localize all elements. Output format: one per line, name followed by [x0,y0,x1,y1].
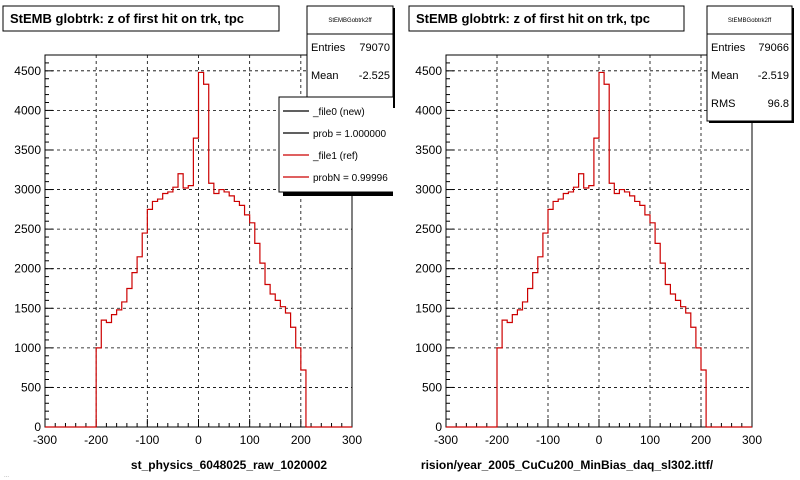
stats-value: 96.8 [768,98,789,110]
x-tick-label: 300 [742,433,762,447]
x-tick-label: 0 [596,433,603,447]
y-tick-label: 1000 [415,341,442,355]
x-tick-label: 200 [291,433,311,447]
legend-label: prob = 1.000000 [313,129,387,140]
y-tick-label: 500 [21,380,41,394]
chart-panel-1: -300 -200 -100 0 100 200 300050010001500200025… [2,5,395,472]
stats-name: StEMBGobtrk2ff [328,18,372,24]
histogram-ref-series [446,71,752,428]
y-tick-label: 2500 [415,222,442,236]
y-tick-label: 2000 [14,262,41,276]
x-tick-label: -300 [434,433,458,447]
legend-box [278,96,393,193]
chart-title: StEMB globtrk: z of first hit on trk, tp… [10,11,244,26]
chart-panel-2: -300 -200 -100 0 100 200 300050010001500200025… [408,5,794,472]
y-tick-label: 500 [422,380,442,394]
x-axis-label: st_physics_6048025_raw_1020002 [131,458,327,472]
chart-title: StEMB globtrk: z of first hit on trk, tp… [416,11,650,26]
stats-label: Entries [711,42,746,54]
stats-label: Mean [711,70,739,82]
stats-box [706,5,793,122]
legend-label: _file0 (new) [312,107,365,118]
histogram-ref-series [45,71,352,428]
stats-label: RMS [711,98,735,110]
legend-label: probN = 0.99996 [313,173,388,184]
y-tick-label: 1500 [14,301,41,315]
x-tick-label: 100 [640,433,660,447]
y-tick-label: 1500 [415,301,442,315]
x-tick-label: 300 [342,433,362,447]
stats-value: 79070 [359,42,390,54]
x-tick-label: 0 [195,433,202,447]
footer-text: ... [4,473,9,479]
stats-label: Mean [311,70,339,82]
y-tick-label: 3000 [14,183,41,197]
y-tick-label: 4500 [415,64,442,78]
y-tick-label: 2000 [415,262,442,276]
title-box [2,5,280,32]
x-tick-label: -200 [84,433,108,447]
stats-value: 79066 [758,42,789,54]
stats-value: -2.519 [758,70,789,82]
stats-name: StEMBGobtrk2ff [728,18,772,24]
y-tick-label: 0 [34,420,41,434]
x-tick-label: -100 [135,433,159,447]
y-tick-label: 3000 [415,183,442,197]
y-tick-label: 4000 [14,103,41,117]
stats-value: -2.525 [359,70,390,82]
y-tick-label: 0 [435,420,442,434]
y-tick-label: 3500 [14,143,41,157]
x-tick-label: -300 [33,433,57,447]
y-tick-label: 4000 [415,103,442,117]
y-tick-label: 4500 [14,64,41,78]
legend-label: _file1 (ref) [312,151,358,162]
y-tick-label: 1000 [14,341,41,355]
stats-label: Entries [311,42,346,54]
title-box [408,5,685,32]
x-tick-label: 100 [240,433,260,447]
x-tick-label: 200 [691,433,711,447]
x-tick-label: -100 [536,433,560,447]
legend: _file0 (new) prob = 1.000000 _file1 (ref) p… [278,96,393,196]
y-tick-label: 3500 [415,143,442,157]
x-tick-label: -200 [485,433,509,447]
y-tick-label: 2500 [14,222,41,236]
x-axis-label: rision/year_2005_CuCu200_MinBias_daq_sl3… [421,458,714,472]
stats-box [306,5,394,107]
